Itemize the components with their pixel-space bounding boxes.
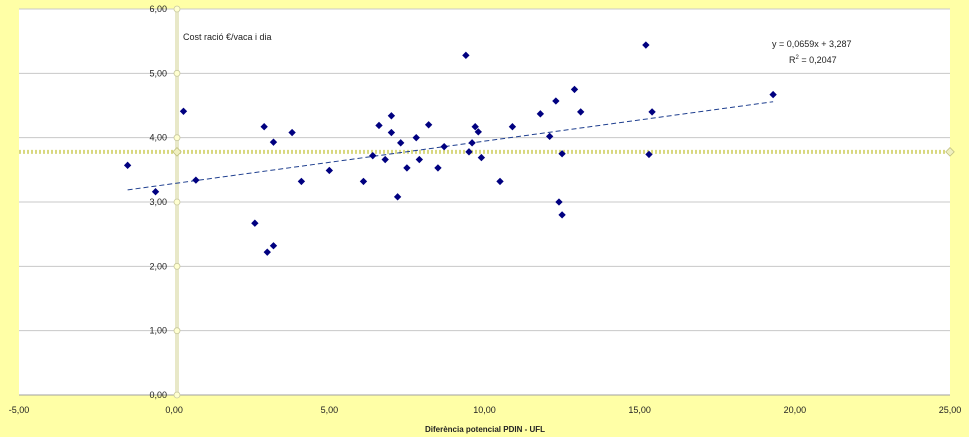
- data-point: [325, 166, 334, 175]
- x-tick-label: 0,00: [165, 405, 183, 415]
- trendline: [127, 101, 774, 191]
- y-tick-label: 4,00: [149, 133, 167, 143]
- r-squared-value: = 0,2047: [799, 55, 837, 65]
- y-axis-title: Cost ració €/vaca i dia: [183, 32, 272, 42]
- y-tick-handle: [173, 262, 181, 270]
- y-tick-label: 3,00: [149, 197, 167, 207]
- y-tick-handle: [173, 327, 181, 335]
- data-point: [645, 150, 653, 159]
- data-point: [387, 112, 396, 120]
- mean-line: [19, 147, 955, 157]
- x-tick-label: -5,00: [9, 405, 30, 415]
- y-tick-handle: [173, 391, 181, 399]
- x-tick-label: 25,00: [939, 405, 962, 415]
- r-squared-symbol: R: [789, 55, 796, 65]
- y-tick-label: 0,00: [149, 390, 167, 400]
- y-tick-handle: [173, 198, 181, 206]
- data-point: [477, 153, 486, 162]
- data-point: [179, 107, 188, 115]
- data-point: [251, 219, 259, 227]
- y-tick-label: 1,00: [149, 326, 167, 336]
- data-point: [260, 123, 268, 131]
- mean-line-marker: [945, 147, 955, 157]
- y-tick-handle: [173, 134, 181, 142]
- data-point: [558, 211, 566, 219]
- data-point: [424, 121, 433, 129]
- x-tick-label: 5,00: [321, 405, 339, 415]
- data-point: [387, 128, 396, 137]
- x-tick-label: 20,00: [784, 405, 807, 415]
- y-tick-handle: [173, 69, 181, 77]
- data-points: [123, 41, 777, 256]
- data-point: [558, 150, 566, 158]
- data-point: [393, 193, 402, 201]
- y-tick-labels: 0,00 1,00 2,00 3,00 4,00 5,00 6,00: [149, 4, 181, 400]
- data-point: [151, 188, 160, 196]
- y-tick-handle: [173, 5, 181, 13]
- trendline-stroke: [127, 101, 774, 191]
- x-tick-label: 15,00: [628, 405, 651, 415]
- y-tick-label: 2,00: [149, 261, 167, 271]
- data-point: [462, 51, 470, 59]
- r-squared: R2 = 0,2047: [789, 55, 837, 65]
- data-point: [545, 132, 554, 141]
- data-point: [648, 108, 656, 116]
- mean-line-marker: [172, 147, 182, 157]
- data-point: [468, 139, 476, 147]
- data-point: [375, 121, 383, 130]
- y-tick-label: 5,00: [149, 68, 167, 78]
- data-point: [434, 164, 442, 172]
- data-point: [555, 198, 563, 206]
- data-point: [642, 41, 650, 49]
- data-point: [471, 123, 479, 131]
- x-tick-label: 10,00: [473, 405, 496, 415]
- data-point: [440, 142, 448, 151]
- data-point: [465, 148, 473, 156]
- data-point: [123, 161, 132, 170]
- x-axis-title: Diferència potencial PDIN - UFL: [425, 425, 545, 434]
- r-squared-exponent: 2: [796, 55, 800, 61]
- data-point: [397, 139, 405, 147]
- trend-equation: y = 0,0659x + 3,287: [772, 39, 852, 49]
- data-point: [269, 242, 278, 250]
- x-tick-labels: -5,00 0,00 5,00 10,00 15,00 20,00 25,00: [9, 405, 962, 415]
- y-tick-label: 6,00: [149, 4, 167, 14]
